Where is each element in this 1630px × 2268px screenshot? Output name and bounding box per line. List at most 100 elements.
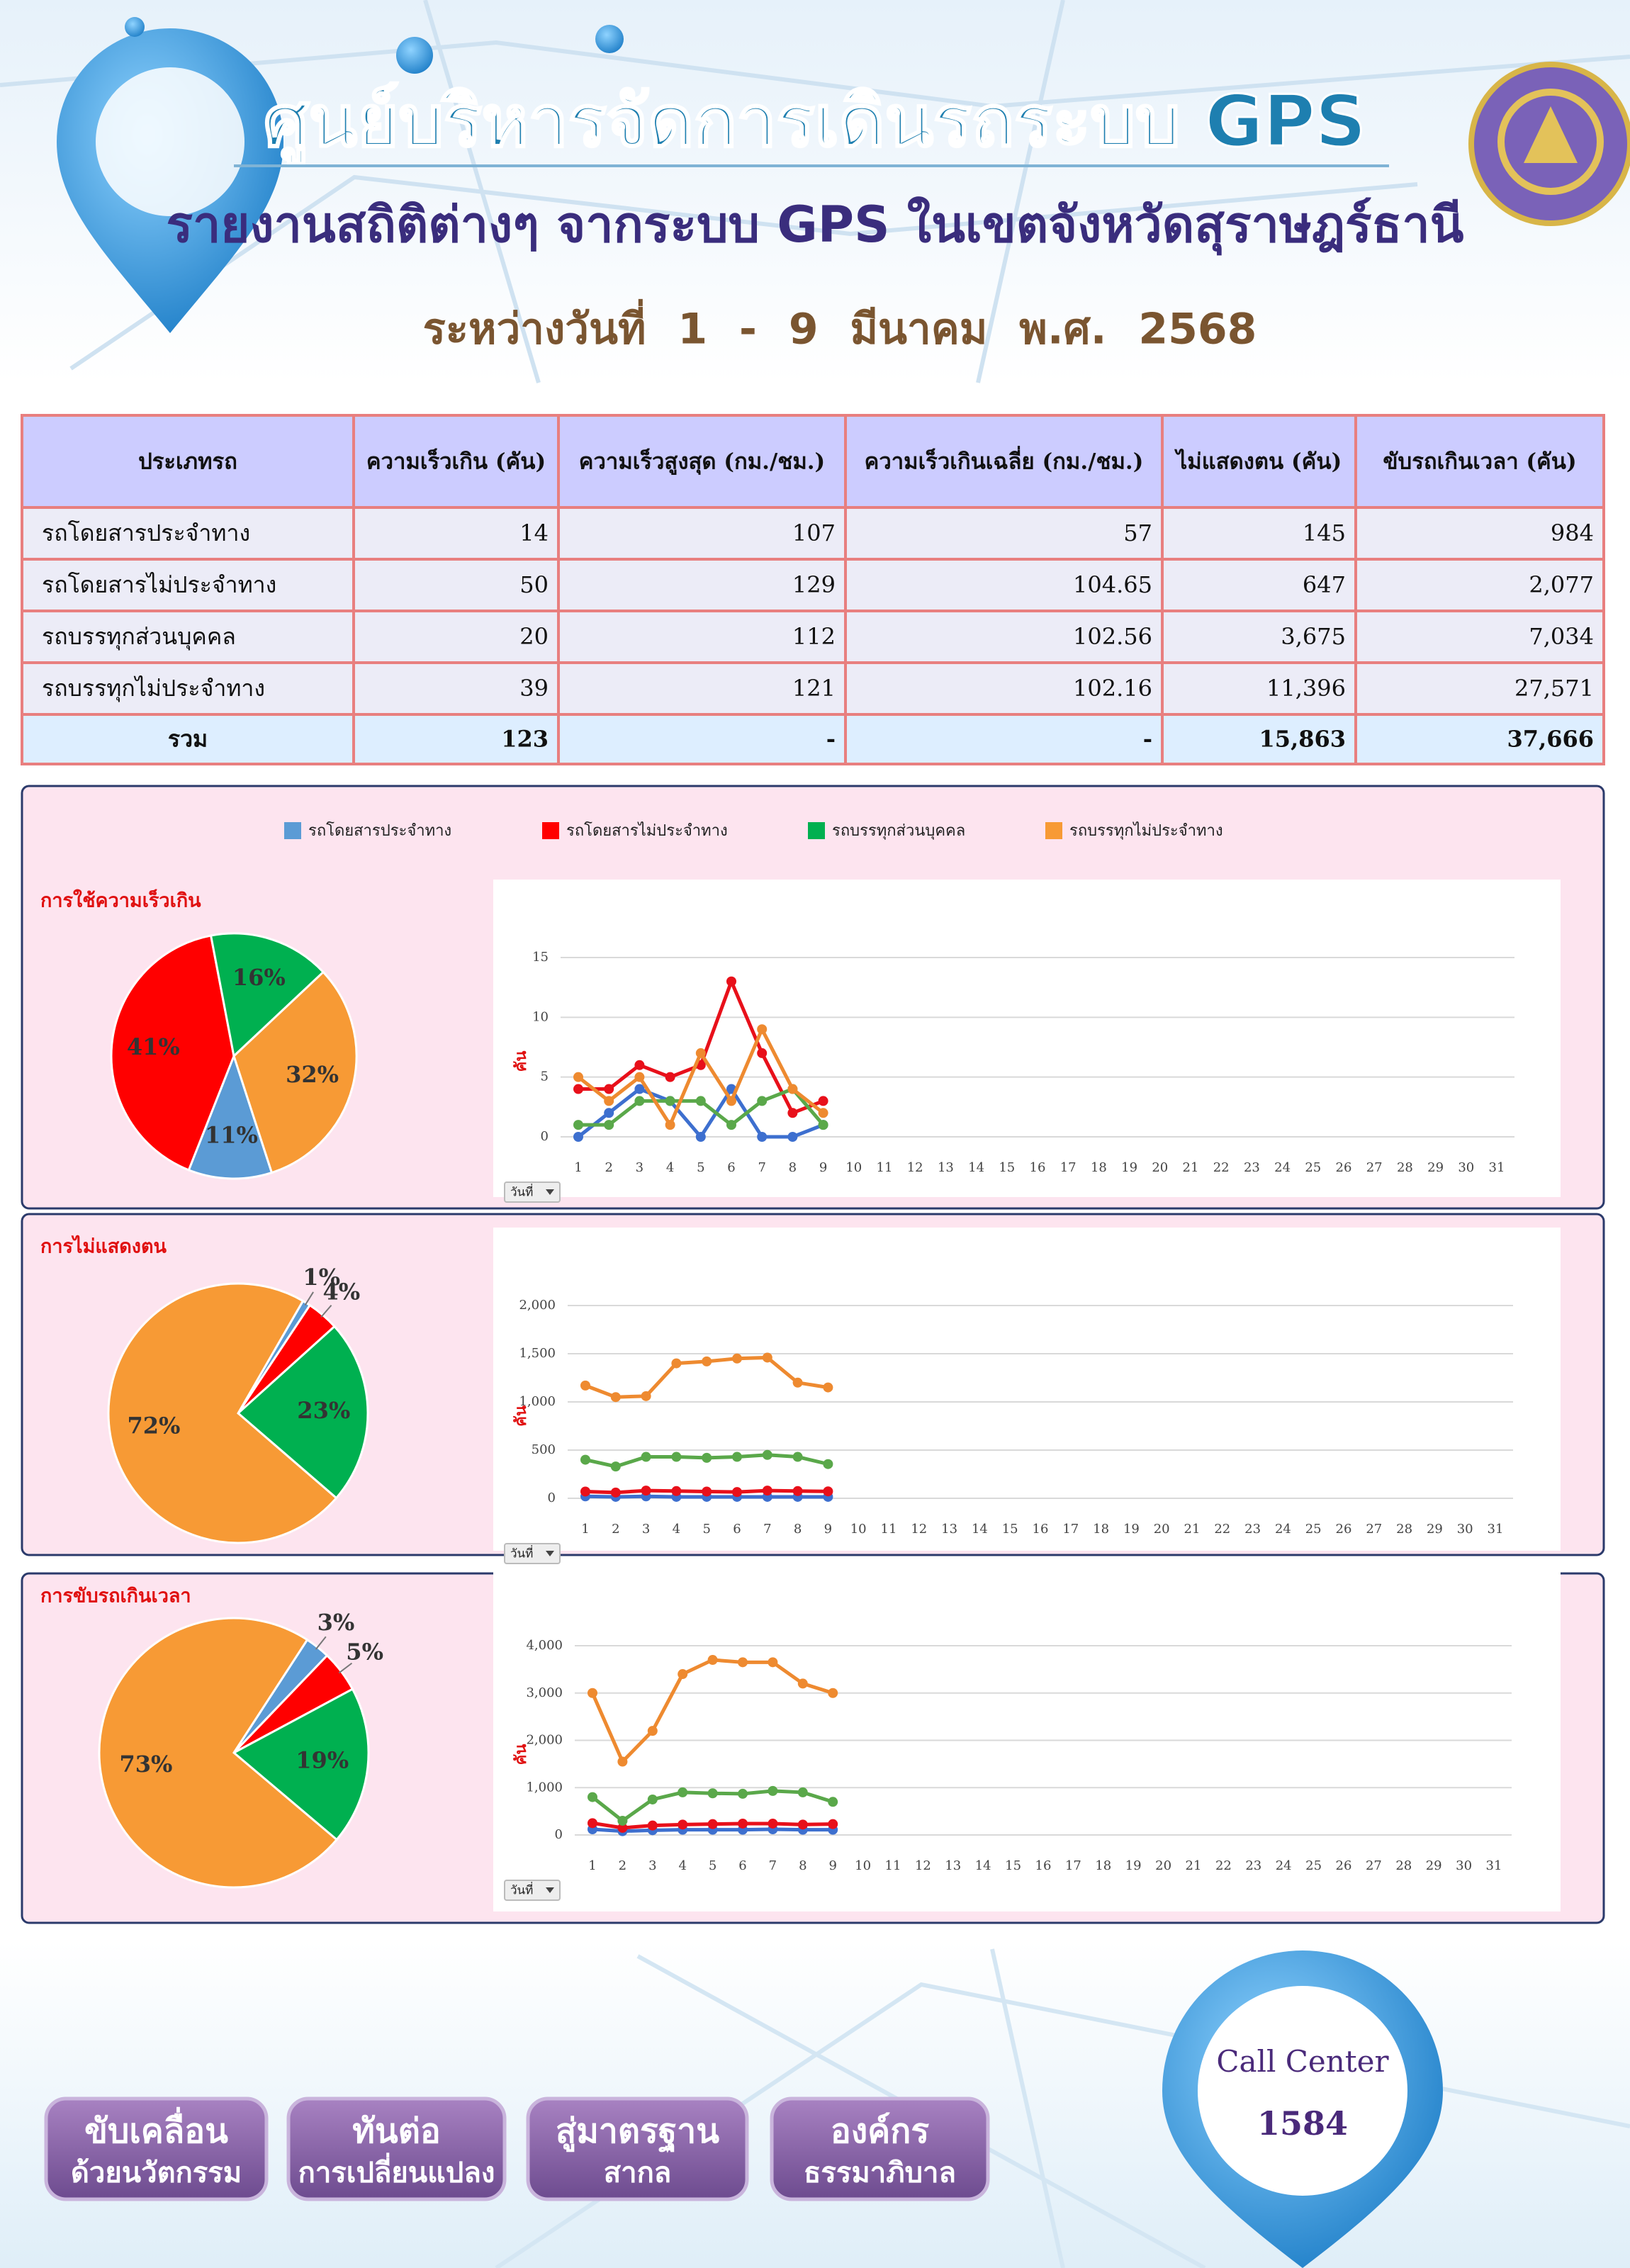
series-point [617,1756,628,1767]
series-point [604,1084,614,1094]
pie-label: 1% [303,1264,340,1291]
table-text: 104.65 [1073,571,1152,598]
x-tick-label: 31 [1489,1160,1505,1175]
x-tick-label: 13 [945,1858,961,1873]
series-point [604,1108,614,1118]
series-point [707,1788,718,1799]
series-point [641,1486,651,1496]
table-cell [1161,414,1357,509]
legend-label: รถโดยสารไม่ประจำทาง [566,821,728,840]
table-text: 57 [1123,520,1152,546]
series-point [678,1819,688,1830]
title: ศูนย์บริหารจัดการเดินรถระบบ GPS [264,79,1366,165]
series-point [647,1794,658,1804]
x-tick-label: 9 [824,1522,832,1537]
x-tick-label: 29 [1426,1858,1442,1873]
table-text: รถบรรทุกไม่ประจำทาง [42,675,265,702]
x-tick-label: 20 [1155,1858,1171,1873]
x-tick-label: 4 [666,1160,674,1175]
series-point [573,1084,583,1094]
x-tick-label: 2 [619,1858,626,1873]
filter-label: วันที่ [510,1545,533,1561]
table-text: 102.16 [1073,675,1152,702]
pie-slice [236,1325,369,1500]
y-tick-label: 2,000 [519,1298,556,1313]
footer-button-line: สู่มาตรฐาน [556,2111,719,2153]
x-tick-label: 6 [738,1858,746,1873]
table-text: 15,863 [1259,726,1346,753]
x-tick-label: 21 [1183,1160,1199,1175]
series-point [671,1486,682,1496]
table-cell [557,610,847,664]
series-point [610,1392,621,1403]
series-point [818,1096,828,1106]
pie-slice [187,1052,274,1180]
leader-line [315,1636,327,1650]
filter-label: วันที่ [510,1184,533,1200]
pie-label: 3% [317,1609,355,1636]
filter-label: วันที่ [510,1882,533,1898]
table-text: 984 [1551,520,1594,546]
x-tick-label: 8 [789,1160,797,1175]
x-tick-label: 12 [915,1858,931,1873]
series-point [702,1452,712,1463]
legend-swatch [542,822,559,839]
series-point [768,1818,778,1829]
series-point [702,1356,712,1366]
pie-label: 19% [296,1747,349,1774]
x-tick-label: 6 [733,1522,741,1537]
filter-button [504,1181,561,1203]
x-tick-label: 10 [845,1160,862,1175]
x-tick-label: 6 [727,1160,735,1175]
pie-title: การใช้ความเร็วเกิน [40,888,201,912]
x-tick-label: 3 [636,1160,643,1175]
filter-button [504,1543,561,1564]
x-tick-label: 23 [1244,1160,1260,1175]
x-tick-label: 27 [1366,1858,1382,1873]
table-text: 27,571 [1514,675,1594,702]
x-tick-label: 27 [1366,1522,1382,1537]
x-tick-label: 17 [1060,1160,1077,1175]
table-text: 3,675 [1281,623,1346,650]
x-tick-label: 7 [758,1160,765,1175]
table-cell [557,558,847,612]
x-tick-label: 29 [1427,1522,1443,1537]
table-cell [557,414,847,509]
table-cell [844,506,1164,561]
x-tick-label: 15 [1005,1858,1021,1873]
x-tick-label: 29 [1427,1160,1444,1175]
x-tick-label: 17 [1065,1858,1081,1873]
footer-button-line: องค์กร [831,2111,929,2151]
table-cell [352,713,560,765]
pie-title: การขับรถเกินเวลา [40,1585,191,1607]
table-text: 50 [519,571,549,598]
x-tick-label: 16 [1030,1160,1046,1175]
x-tick-label: 23 [1244,1522,1261,1537]
table-cell [1161,713,1357,765]
series-point [762,1352,772,1363]
table-text: รถบรรทุกส่วนบุคคล [42,623,236,651]
series-point [671,1358,682,1369]
x-tick-label: 18 [1091,1160,1107,1175]
x-tick-label: 3 [648,1858,656,1873]
series-point [647,1726,658,1736]
table-text: 647 [1303,571,1346,598]
x-tick-label: 24 [1274,1160,1291,1175]
x-tick-label: 24 [1275,1522,1291,1537]
x-tick-label: 19 [1125,1858,1142,1873]
footer-button-line: ขับเคลื่อน [84,2106,228,2151]
x-tick-label: 14 [975,1858,991,1873]
series-point [647,1820,658,1831]
table-text: - [826,726,836,753]
series-point [695,1048,706,1058]
series-point [588,1818,597,1829]
filter-button [504,1880,561,1901]
series-point [588,1688,597,1698]
y-tick-label: 1,000 [526,1780,563,1795]
date: ระหว่างวันที่ 1 - 9 มีนาคม พ.ศ. 2568 [423,299,1257,354]
table-text: 107 [792,520,836,546]
series-point [738,1657,748,1668]
x-tick-label: 17 [1062,1522,1079,1537]
series-point [757,1132,768,1142]
pie-slice [107,1282,338,1544]
